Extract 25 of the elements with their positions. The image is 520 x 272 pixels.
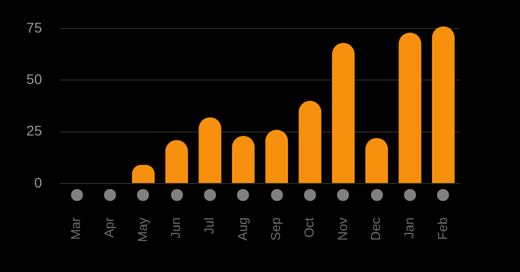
y-tick-label: 0: [34, 174, 42, 190]
x-tick-label: Aug: [234, 217, 250, 241]
y-tick-label: 50: [26, 70, 42, 87]
bar: [398, 32, 422, 183]
x-tick-label: Apr: [102, 216, 117, 238]
bar: [232, 136, 255, 183]
bar: [365, 138, 388, 183]
x-tick-label: Mar: [68, 216, 84, 240]
x-tick-label: May: [134, 216, 150, 242]
x-tick-label: Oct: [302, 217, 317, 238]
x-tick-label: Jul: [202, 217, 217, 234]
bar: [298, 100, 322, 183]
x-tick-label: Dec: [368, 216, 384, 241]
x-tick-label: Jun: [168, 217, 184, 238]
bar: [198, 117, 222, 183]
bar: [432, 26, 455, 183]
x-tick-label: Sep: [268, 217, 284, 241]
y-tick-label: 75: [26, 19, 42, 36]
x-tick-label: Feb: [434, 217, 450, 240]
bar: [265, 130, 288, 183]
bar: [165, 140, 188, 183]
y-tick-label: 25: [26, 122, 42, 139]
x-tick-label: Nov: [334, 216, 350, 241]
bar: [332, 42, 355, 183]
x-tick-label: Jan: [402, 217, 417, 238]
